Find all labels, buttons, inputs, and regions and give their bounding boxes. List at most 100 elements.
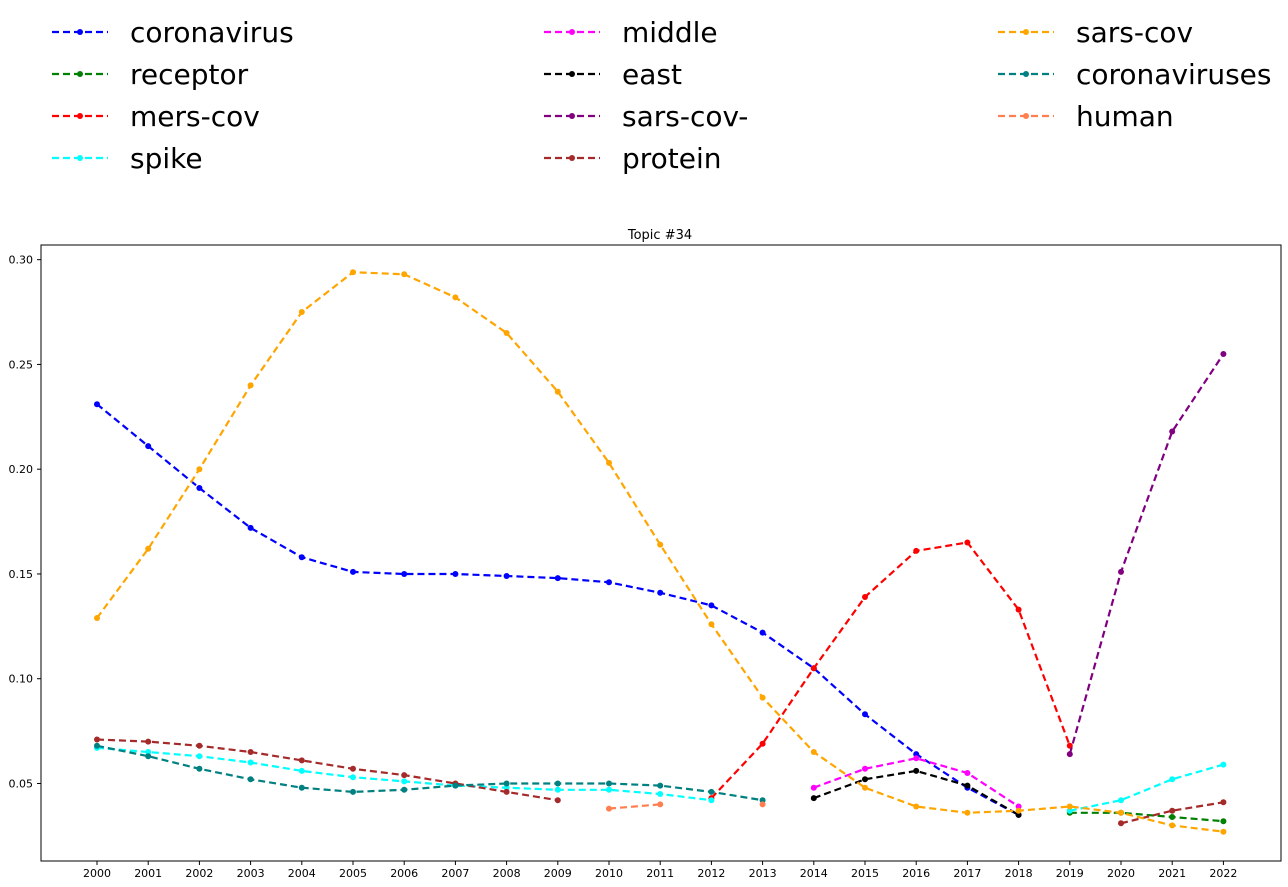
data-point <box>1220 818 1227 825</box>
data-point <box>964 782 971 789</box>
y-tick-label: 0.10 <box>9 673 34 686</box>
data-point <box>145 738 152 745</box>
data-point <box>350 568 356 575</box>
data-point <box>708 788 715 795</box>
x-tick-label: 2018 <box>1005 867 1033 880</box>
data-point <box>708 621 715 628</box>
series-line <box>813 769 1020 816</box>
data-point <box>1015 807 1022 814</box>
data-point <box>913 755 920 762</box>
legend-item: east <box>544 58 682 91</box>
series-human <box>606 801 766 812</box>
legend-label: protein <box>622 142 722 175</box>
y-tick-label: 0.15 <box>9 568 34 581</box>
series-line <box>813 757 1020 808</box>
data-point <box>657 801 664 808</box>
data-point <box>452 782 459 789</box>
x-tick-label: 2002 <box>185 867 213 880</box>
data-point <box>554 786 561 793</box>
data-point <box>1220 351 1227 357</box>
data-point <box>401 271 408 278</box>
data-point <box>247 776 254 783</box>
data-point <box>810 784 817 791</box>
data-point <box>1015 811 1022 818</box>
x-tick-label: 2008 <box>493 867 521 880</box>
x-tick-label: 2003 <box>237 867 265 880</box>
data-point <box>913 767 920 774</box>
data-point <box>913 547 920 554</box>
legend-label: east <box>622 58 682 91</box>
legend-swatch-marker <box>569 71 575 77</box>
data-point <box>657 782 664 789</box>
x-tick-label: 2019 <box>1056 867 1084 880</box>
legend-label: coronaviruses <box>1076 58 1271 91</box>
data-point <box>350 269 356 276</box>
series-coronavirus <box>94 401 1022 818</box>
legend-swatch-marker <box>77 113 83 119</box>
data-point <box>1169 822 1176 829</box>
x-tick-label: 2005 <box>339 867 367 880</box>
data-point <box>1015 606 1022 613</box>
x-tick-label: 2009 <box>544 867 572 880</box>
series-line <box>96 271 1224 833</box>
data-point <box>350 788 356 795</box>
x-tick-label: 2000 <box>83 867 111 880</box>
series-line <box>1069 811 1224 823</box>
x-tick-label: 2017 <box>953 867 981 880</box>
data-point <box>1066 803 1073 810</box>
series-sars-cov <box>94 269 1227 835</box>
data-point <box>196 742 203 749</box>
x-tick-label: 2016 <box>902 867 930 880</box>
legend-swatch-marker <box>77 29 83 35</box>
series-middle <box>810 755 1022 810</box>
data-point <box>196 753 203 760</box>
series-east <box>810 767 1022 818</box>
series-line <box>96 744 763 802</box>
data-point <box>401 772 408 779</box>
x-tick-label: 2007 <box>441 867 469 880</box>
data-point <box>94 401 100 408</box>
series-line <box>608 803 661 810</box>
data-point <box>913 751 920 758</box>
data-point <box>964 809 971 816</box>
data-point <box>247 382 254 389</box>
legend-label: coronavirus <box>130 16 294 49</box>
data-point <box>247 749 254 755</box>
data-point <box>1220 761 1227 768</box>
data-point <box>862 594 868 600</box>
data-point <box>657 589 664 596</box>
data-point <box>759 801 766 808</box>
series-protein <box>94 736 1227 827</box>
data-point <box>657 791 664 797</box>
legend-item: human <box>998 100 1174 133</box>
data-point <box>298 309 305 315</box>
legend-swatch-marker <box>77 71 83 77</box>
data-point <box>503 788 510 795</box>
x-tick-label: 2021 <box>1158 867 1186 880</box>
data-point <box>606 780 612 787</box>
data-point <box>606 786 612 793</box>
legend-swatch-marker <box>1023 113 1029 119</box>
data-point <box>964 770 971 776</box>
legend-swatch-marker <box>1023 29 1029 35</box>
x-tick-label: 2001 <box>134 867 162 880</box>
data-point <box>298 554 305 561</box>
y-tick-label: 0.20 <box>9 463 34 476</box>
legend-item: middle <box>544 16 718 49</box>
data-point <box>503 330 510 336</box>
data-point <box>401 778 408 785</box>
data-point <box>196 485 203 491</box>
data-point <box>810 749 817 755</box>
x-tick-label: 2013 <box>749 867 777 880</box>
legend: coronavirus receptor mers-cov spike middle ea… <box>52 16 1271 175</box>
series-line <box>1120 801 1224 825</box>
data-point <box>1066 807 1073 814</box>
data-point <box>298 784 305 791</box>
data-point <box>810 665 817 672</box>
data-point <box>1169 807 1176 814</box>
series-group <box>94 269 1227 835</box>
data-point <box>862 784 868 791</box>
data-point <box>247 524 254 531</box>
data-point <box>145 443 152 450</box>
